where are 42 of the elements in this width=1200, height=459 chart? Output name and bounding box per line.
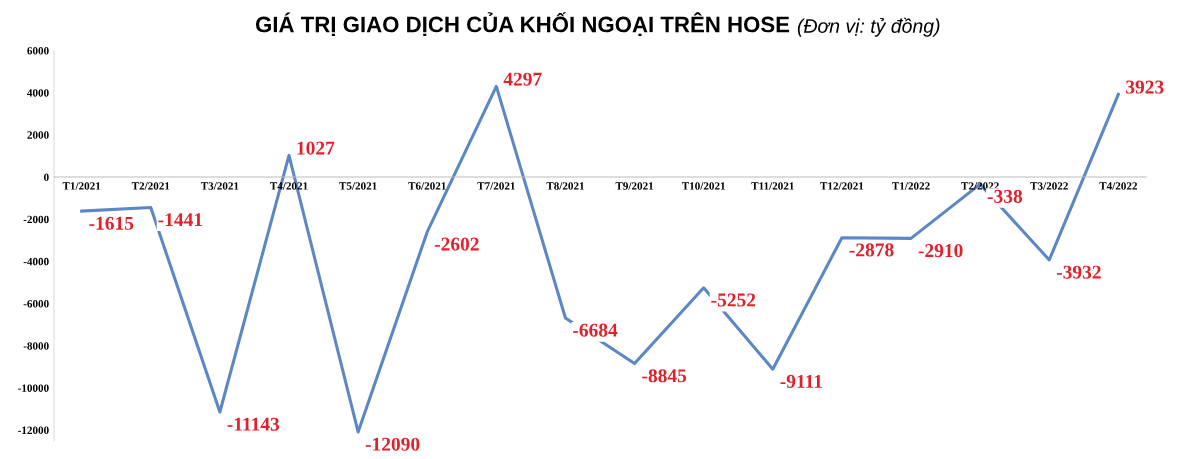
y-tick-label: -4000: [23, 257, 49, 266]
x-tick-label: T12/2021: [820, 182, 864, 190]
y-tick-label: -8000: [23, 342, 49, 350]
x-tick-label: T1/2021: [62, 182, 101, 190]
data-label: -2910: [918, 244, 963, 258]
data-label: 3923: [1126, 80, 1164, 94]
data-label: -3932: [1056, 265, 1101, 279]
data-label: -1615: [89, 216, 134, 230]
x-tick-label: T4/2022: [1099, 182, 1138, 190]
data-label: -2878: [849, 243, 894, 257]
data-label: 1027: [297, 141, 335, 155]
y-tick-label: -10000: [18, 384, 49, 392]
x-tick-label: T1/2022: [892, 182, 930, 190]
y-tick-label: 4000: [27, 89, 49, 97]
x-tick-label: T8/2021: [546, 182, 585, 190]
y-tick-label: -6000: [23, 300, 49, 308]
x-tick-label: T10/2021: [681, 182, 726, 190]
x-tick-label: T5/2021: [339, 182, 377, 190]
y-tick-label: -2000: [23, 215, 49, 224]
data-label: -12090: [365, 437, 420, 451]
data-label: -11143: [227, 417, 280, 431]
x-tick-label: T3/2022: [1030, 182, 1068, 190]
y-tick-label: -12000: [18, 426, 49, 435]
x-tick-label: T9/2021: [615, 182, 654, 190]
data-label: -8845: [642, 369, 687, 383]
x-tick-label: T7/2021: [477, 182, 515, 190]
x-tick-label: T6/2021: [408, 182, 446, 190]
chart-subtitle: (Đơn vị: tỷ đồng): [797, 17, 940, 37]
x-tick-label: T11/2021: [751, 182, 794, 190]
data-label: -9111: [780, 374, 822, 388]
data-label: -6684: [573, 323, 618, 337]
data-label: -338: [987, 189, 1023, 203]
y-tick-label: 0: [44, 173, 49, 181]
data-label: -2602: [434, 237, 479, 251]
y-tick-label: 2000: [27, 131, 49, 139]
x-tick-label: T3/2021: [200, 182, 239, 190]
data-label: 4297: [503, 72, 542, 86]
data-label: -5252: [711, 293, 756, 307]
x-tick-label: T2/2021: [131, 182, 170, 190]
chart-title: GIÁ TRỊ GIAO DỊCH CỦA KHỐI NGOẠI TRÊN HOSE: [255, 12, 790, 37]
y-tick-label: 6000: [27, 46, 49, 55]
data-label: -1441: [158, 213, 203, 226]
